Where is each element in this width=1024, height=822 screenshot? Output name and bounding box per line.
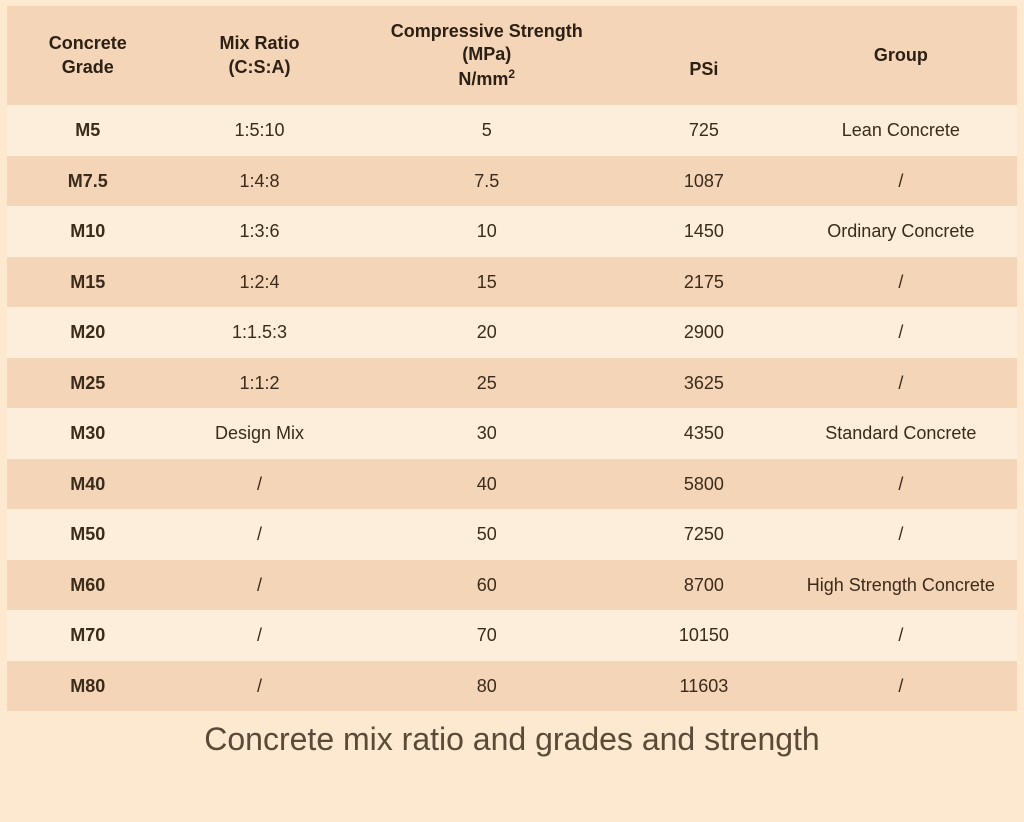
cell-mpa: 10 (350, 206, 623, 257)
cell-group: / (785, 459, 1017, 510)
cell-mpa: 60 (350, 560, 623, 611)
cell-mpa: 50 (350, 509, 623, 560)
table-body: M5 1:5:10 5 725 Lean Concrete M7.5 1:4:8… (7, 105, 1017, 711)
cell-grade: M30 (7, 408, 169, 459)
table-row: M50 / 50 7250 / (7, 509, 1017, 560)
cell-mpa: 5 (350, 105, 623, 156)
cell-grade: M5 (7, 105, 169, 156)
table-header-row: Concrete Grade Mix Ratio (C:S:A) Compres… (7, 6, 1017, 105)
cell-psi: 1450 (623, 206, 785, 257)
col-header-group: Group (785, 6, 1017, 105)
cell-mix: 1:2:4 (169, 257, 351, 308)
cell-mpa: 30 (350, 408, 623, 459)
cell-mix: 1:1:2 (169, 358, 351, 409)
table-row: M7.5 1:4:8 7.5 1087 / (7, 156, 1017, 207)
cell-psi: 1087 (623, 156, 785, 207)
col-header-mix: Mix Ratio (C:S:A) (169, 6, 351, 105)
cell-psi: 725 (623, 105, 785, 156)
col-header-grade: Concrete Grade (7, 6, 169, 105)
table-row: M30 Design Mix 30 4350 Standard Concrete (7, 408, 1017, 459)
concrete-table: Concrete Grade Mix Ratio (C:S:A) Compres… (7, 6, 1017, 711)
table-row: M20 1:1.5:3 20 2900 / (7, 307, 1017, 358)
table-row: M70 / 70 10150 / (7, 610, 1017, 661)
cell-grade: M50 (7, 509, 169, 560)
cell-grade: M80 (7, 661, 169, 712)
cell-mpa: 7.5 (350, 156, 623, 207)
table-caption: Concrete mix ratio and grades and streng… (7, 711, 1017, 762)
cell-mpa: 80 (350, 661, 623, 712)
cell-group: / (785, 610, 1017, 661)
table-row: M40 / 40 5800 / (7, 459, 1017, 510)
cell-grade: M60 (7, 560, 169, 611)
cell-psi: 2175 (623, 257, 785, 308)
cell-group: Standard Concrete (785, 408, 1017, 459)
cell-mpa: 25 (350, 358, 623, 409)
cell-group: Ordinary Concrete (785, 206, 1017, 257)
cell-group: High Strength Concrete (785, 560, 1017, 611)
cell-mix: / (169, 661, 351, 712)
cell-grade: M40 (7, 459, 169, 510)
cell-group: Lean Concrete (785, 105, 1017, 156)
cell-group: / (785, 358, 1017, 409)
cell-mix: 1:1.5:3 (169, 307, 351, 358)
cell-mpa: 40 (350, 459, 623, 510)
cell-mpa: 20 (350, 307, 623, 358)
table-row: M80 / 80 11603 / (7, 661, 1017, 712)
cell-psi: 10150 (623, 610, 785, 661)
col-header-mpa: Compressive Strength (MPa) N/mm2 (350, 6, 623, 105)
cell-grade: M70 (7, 610, 169, 661)
cell-group: / (785, 307, 1017, 358)
cell-mix: / (169, 560, 351, 611)
table-row: M60 / 60 8700 High Strength Concrete (7, 560, 1017, 611)
table-row: M25 1:1:2 25 3625 / (7, 358, 1017, 409)
cell-psi: 11603 (623, 661, 785, 712)
cell-mpa: 15 (350, 257, 623, 308)
cell-mix: / (169, 459, 351, 510)
cell-grade: M25 (7, 358, 169, 409)
table-row: M15 1:2:4 15 2175 / (7, 257, 1017, 308)
cell-group: / (785, 509, 1017, 560)
cell-mix: 1:4:8 (169, 156, 351, 207)
cell-mpa: 70 (350, 610, 623, 661)
cell-group: / (785, 156, 1017, 207)
table-row: M10 1:3:6 10 1450 Ordinary Concrete (7, 206, 1017, 257)
cell-grade: M15 (7, 257, 169, 308)
cell-mix: / (169, 610, 351, 661)
cell-mix: 1:5:10 (169, 105, 351, 156)
cell-mix: Design Mix (169, 408, 351, 459)
col-header-psi: PSi (623, 6, 785, 105)
cell-psi: 4350 (623, 408, 785, 459)
cell-grade: M7.5 (7, 156, 169, 207)
cell-grade: M20 (7, 307, 169, 358)
cell-psi: 2900 (623, 307, 785, 358)
cell-group: / (785, 661, 1017, 712)
cell-group: / (785, 257, 1017, 308)
cell-psi: 8700 (623, 560, 785, 611)
table-container: Concrete Grade Mix Ratio (C:S:A) Compres… (7, 6, 1017, 762)
cell-mix: / (169, 509, 351, 560)
cell-psi: 5800 (623, 459, 785, 510)
table-row: M5 1:5:10 5 725 Lean Concrete (7, 105, 1017, 156)
cell-mix: 1:3:6 (169, 206, 351, 257)
cell-grade: M10 (7, 206, 169, 257)
cell-psi: 3625 (623, 358, 785, 409)
cell-psi: 7250 (623, 509, 785, 560)
